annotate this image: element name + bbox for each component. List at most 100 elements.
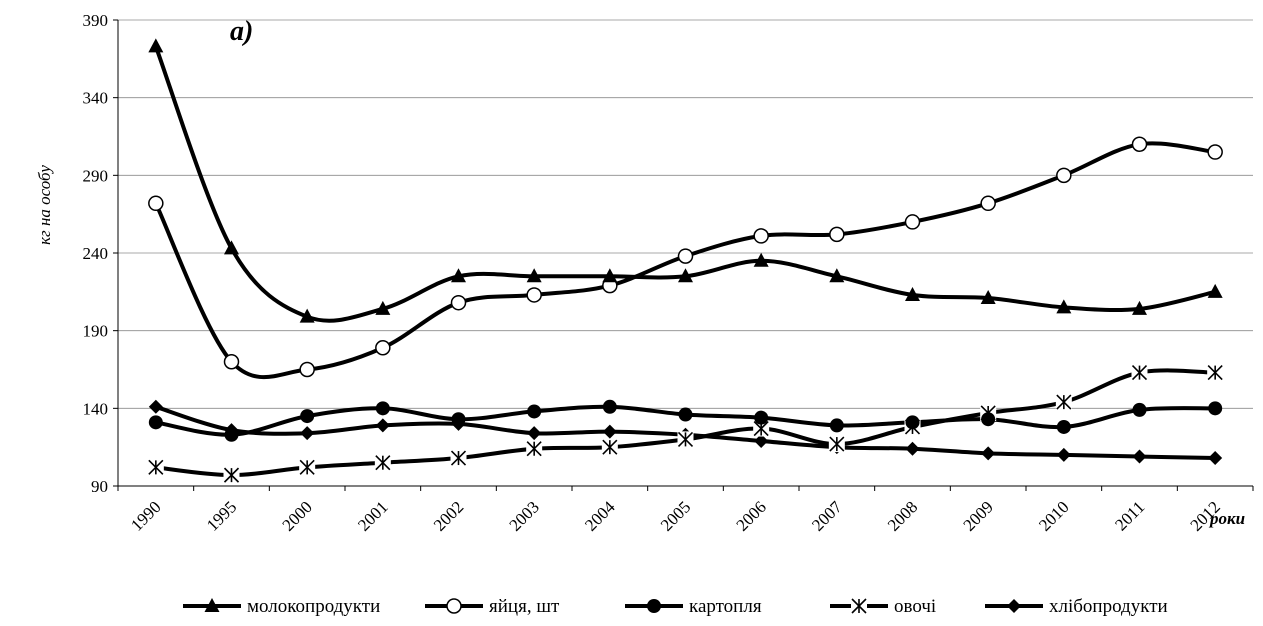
x-tick-label: 2003	[506, 497, 543, 534]
data-point-2	[451, 412, 466, 427]
x-tick-label: 2012	[1187, 497, 1224, 534]
data-point-1	[677, 248, 694, 264]
legend-label: картопля	[689, 596, 762, 617]
y-tick-label: 290	[83, 166, 109, 185]
data-point-2	[1132, 402, 1147, 417]
x-tick-label: 2005	[657, 497, 694, 534]
x-tick-label: 2002	[430, 497, 467, 534]
data-point-1	[829, 226, 845, 243]
data-point-1	[904, 214, 921, 230]
data-point-2	[905, 415, 920, 430]
data-point-0	[299, 308, 315, 323]
panel-label: a)	[230, 16, 253, 47]
data-point-4	[375, 418, 390, 433]
data-point-2	[224, 427, 239, 442]
series-line-0	[153, 44, 1218, 323]
legend-label: хлібопродукти	[1049, 596, 1168, 617]
data-point-4	[527, 426, 542, 441]
x-tick-label: 2000	[279, 497, 316, 534]
data-point-0	[829, 268, 845, 283]
legend-label: молокопродукти	[247, 596, 380, 617]
data-point-1	[1056, 167, 1072, 184]
data-point-3	[147, 459, 164, 476]
data-point-0	[1207, 283, 1223, 298]
x-axis-unit-label: роки	[1208, 509, 1245, 528]
legend-marker	[446, 598, 462, 614]
data-point-4	[148, 399, 163, 414]
data-point-4	[602, 424, 617, 439]
data-point-1	[450, 294, 467, 311]
y-tick-label: 140	[83, 399, 109, 418]
data-point-1	[299, 361, 315, 378]
data-point-1	[223, 353, 240, 370]
x-tick-label: 2010	[1035, 497, 1072, 534]
data-point-3	[1131, 364, 1148, 381]
markers-layer	[147, 38, 1224, 484]
data-point-1	[980, 195, 996, 212]
data-point-2	[375, 401, 390, 416]
x-tick-label: 1990	[127, 497, 164, 534]
data-point-2	[981, 412, 996, 427]
data-point-2	[754, 410, 769, 425]
data-point-0	[451, 268, 466, 283]
data-point-3	[1055, 394, 1072, 411]
data-point-0	[1056, 299, 1072, 314]
x-tick-label: 2004	[581, 497, 619, 535]
data-point-3	[223, 467, 240, 484]
x-tick-label: 1995	[203, 497, 240, 534]
x-tick-label: 2009	[960, 497, 997, 534]
legend-marker	[647, 599, 661, 613]
data-point-0	[375, 300, 391, 315]
data-point-3	[601, 439, 618, 456]
x-tick-label: 2006	[733, 497, 770, 534]
legend-label: яйця, шт	[489, 596, 560, 617]
x-tick-label: 2008	[884, 497, 921, 534]
legend-item: хлібопродукти	[985, 596, 1168, 617]
legend-marker	[1007, 599, 1021, 613]
data-point-2	[829, 418, 844, 433]
x-tick-label: 2001	[354, 497, 391, 534]
legend-label: овочі	[894, 596, 936, 617]
y-axis-label: кг на особу	[35, 165, 54, 245]
y-tick-label: 190	[83, 322, 109, 341]
data-point-1	[1207, 144, 1223, 160]
data-point-1	[753, 228, 769, 244]
data-point-4	[300, 426, 315, 441]
data-point-3	[753, 420, 770, 437]
legend-item: овочі	[830, 596, 936, 617]
data-point-4	[1208, 451, 1223, 466]
legend-item: молокопродукти	[183, 596, 380, 617]
y-tick-label: 240	[83, 244, 109, 263]
data-point-2	[527, 404, 542, 419]
data-point-2	[300, 409, 315, 424]
data-point-3	[299, 459, 316, 476]
data-point-2	[678, 407, 693, 422]
data-point-0	[602, 268, 618, 283]
gridlines	[118, 19, 1253, 409]
data-point-4	[1132, 449, 1147, 464]
data-point-0	[224, 240, 239, 255]
legend: молокопродукти яйця, шт картопля овочі хлібо…	[183, 596, 1168, 617]
data-point-0	[753, 252, 769, 267]
data-point-3	[526, 440, 543, 457]
data-point-4	[754, 433, 769, 448]
data-point-0	[905, 286, 920, 301]
data-point-0	[148, 38, 164, 53]
data-point-1	[375, 340, 391, 356]
data-point-0	[980, 290, 996, 305]
data-point-3	[374, 454, 391, 471]
x-tick-label: 2011	[1111, 497, 1148, 534]
x-tick-label: 2007	[808, 497, 846, 535]
legend-item: картопля	[625, 596, 762, 617]
data-point-2	[1208, 401, 1223, 416]
data-point-0	[526, 268, 542, 283]
data-point-2	[602, 399, 617, 414]
data-point-3	[450, 450, 467, 467]
legend-marker	[204, 598, 220, 612]
legend-item: яйця, шт	[425, 596, 560, 617]
y-tick-label: 90	[91, 477, 108, 496]
data-point-3	[1207, 364, 1224, 381]
axes	[113, 19, 1254, 491]
data-point-4	[1056, 447, 1071, 462]
